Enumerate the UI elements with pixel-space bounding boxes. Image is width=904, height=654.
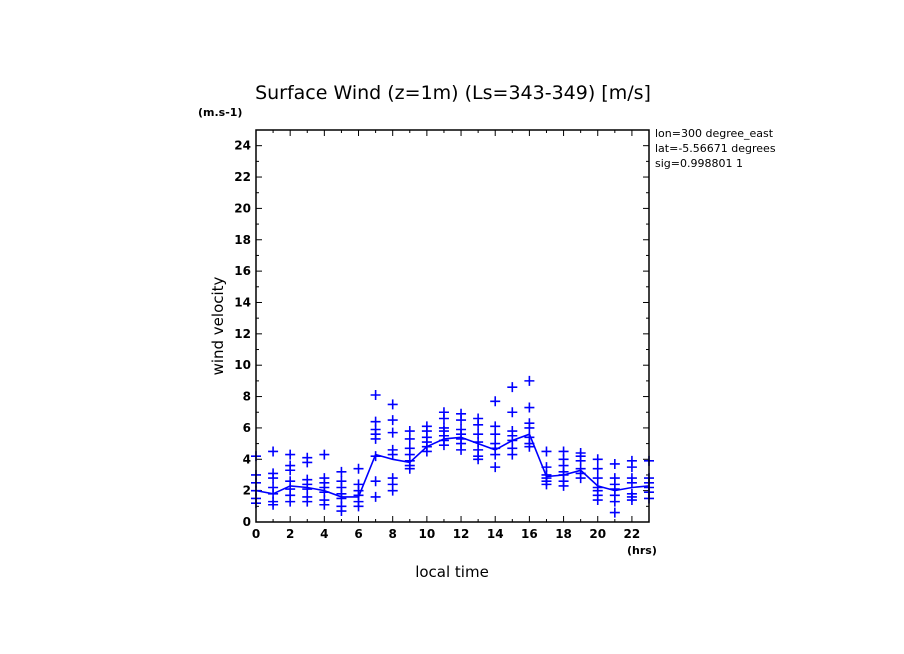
sample-marker xyxy=(387,415,398,426)
sample-marker xyxy=(626,477,637,488)
info-sig: sig=0.998801 1 xyxy=(655,157,743,170)
mean-wind-line xyxy=(255,433,650,498)
sample-marker xyxy=(268,446,279,457)
sample-marker xyxy=(336,506,347,517)
sample-marker xyxy=(370,451,381,462)
x-tick-label: 20 xyxy=(589,527,606,541)
sample-marker xyxy=(507,382,518,393)
sample-marker xyxy=(404,463,415,474)
sample-marker xyxy=(592,463,603,474)
sample-marker xyxy=(609,507,620,518)
y-tick-label: 8 xyxy=(243,390,251,404)
y-tick-label: 16 xyxy=(234,264,251,278)
x-tick-label: 22 xyxy=(624,527,641,541)
sample-marker xyxy=(302,496,313,507)
sample-marker xyxy=(575,473,586,484)
sample-marker xyxy=(438,440,449,451)
sample-marker xyxy=(541,479,552,490)
plot-frame xyxy=(255,129,650,523)
sample-marker xyxy=(456,444,467,455)
sample-marker xyxy=(592,495,603,506)
sample-marker xyxy=(387,449,398,460)
sample-marker xyxy=(285,449,296,460)
sample-marker xyxy=(268,499,279,510)
y-tick-label: 4 xyxy=(243,452,251,466)
y-axis-title: wind velocity xyxy=(209,276,227,375)
sample-marker xyxy=(626,495,637,506)
y-tick-label: 0 xyxy=(243,515,251,529)
sample-marker xyxy=(592,473,603,484)
sample-marker xyxy=(456,415,467,426)
sample-marker xyxy=(421,446,432,457)
x-tick-label: 12 xyxy=(453,527,470,541)
data-marks xyxy=(251,375,654,518)
sample-marker xyxy=(473,419,484,430)
sample-marker xyxy=(353,501,364,512)
sample-marker xyxy=(541,446,552,457)
sample-marker xyxy=(370,476,381,487)
x-tick-label: 16 xyxy=(521,527,538,541)
sample-marker xyxy=(609,458,620,469)
y-tick-label: 2 xyxy=(243,484,251,498)
sample-marker xyxy=(592,454,603,465)
y-tick-label: 24 xyxy=(234,139,251,153)
x-tick-label: 18 xyxy=(555,527,572,541)
sample-marker xyxy=(524,422,535,433)
sample-marker xyxy=(353,463,364,474)
sample-marker xyxy=(507,449,518,460)
sample-marker xyxy=(490,396,501,407)
sample-marker xyxy=(524,375,535,386)
sample-marker xyxy=(387,427,398,438)
sample-marker xyxy=(319,499,330,510)
info-clip-mask xyxy=(780,125,904,175)
y-tick-label: 14 xyxy=(234,295,251,309)
x-axis-title: local time xyxy=(415,563,489,581)
x-tick-label: 8 xyxy=(389,527,397,541)
y-tick-label: 20 xyxy=(234,201,251,215)
sample-marker xyxy=(490,449,501,460)
sample-marker xyxy=(507,407,518,418)
sample-marker xyxy=(387,399,398,410)
sample-marker xyxy=(319,449,330,460)
sample-marker xyxy=(626,462,637,473)
y-unit-label: (m.s-1) xyxy=(198,106,242,119)
sample-marker xyxy=(387,485,398,496)
sample-marker xyxy=(524,402,535,413)
y-tick-label: 6 xyxy=(243,421,251,435)
sample-marker xyxy=(370,389,381,400)
x-tick-label: 14 xyxy=(487,527,504,541)
x-tick-label: 10 xyxy=(419,527,436,541)
sample-marker xyxy=(524,441,535,452)
sample-marker xyxy=(370,491,381,502)
sample-marker xyxy=(285,465,296,476)
sample-marker xyxy=(473,454,484,465)
sample-marker xyxy=(490,429,501,440)
sample-marker xyxy=(438,413,449,424)
y-tick-label: 22 xyxy=(234,170,251,184)
x-tick-label: 6 xyxy=(354,527,362,541)
info-lat: lat=-5.56671 degrees xyxy=(655,142,776,155)
x-tick-label: 0 xyxy=(252,527,260,541)
x-tick-label: 4 xyxy=(320,527,328,541)
sample-marker xyxy=(336,466,347,477)
y-tick-label: 18 xyxy=(234,233,251,247)
sample-marker xyxy=(558,480,569,491)
sample-marker xyxy=(404,433,415,444)
sample-marker xyxy=(609,496,620,507)
x-unit-label: (hrs) xyxy=(627,544,657,557)
x-tick-label: 2 xyxy=(286,527,294,541)
sample-marker xyxy=(302,457,313,468)
info-lon: lon=300 degree_east xyxy=(655,127,774,140)
y-tick-label: 12 xyxy=(234,327,251,341)
sample-marker xyxy=(370,433,381,444)
sample-marker xyxy=(285,496,296,507)
sample-marker xyxy=(268,473,279,484)
sample-marker xyxy=(490,462,501,473)
chart-title: Surface Wind (z=1m) (Ls=343-349) [m/s] xyxy=(255,82,651,104)
y-tick-label: 10 xyxy=(234,358,251,372)
